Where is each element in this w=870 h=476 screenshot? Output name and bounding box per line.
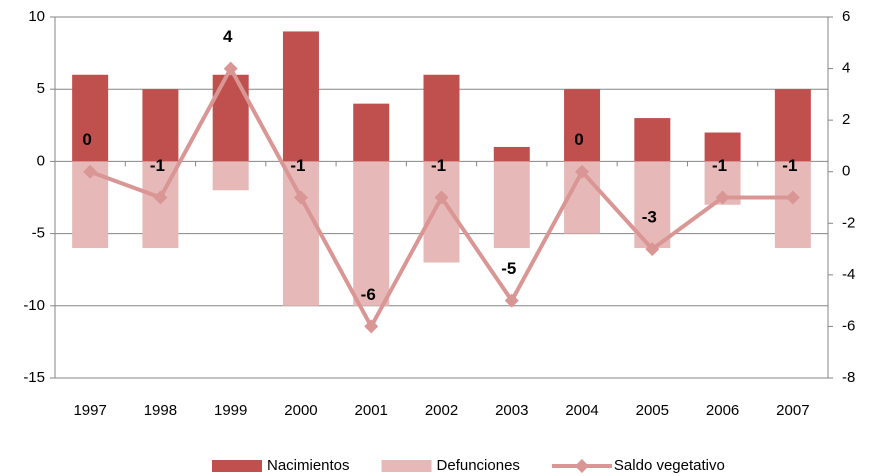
data-label: 0 <box>82 130 91 149</box>
bar <box>423 74 460 162</box>
y2-tick-label: -8 <box>842 369 855 386</box>
bar <box>72 74 109 162</box>
y2-tick-label: -2 <box>842 214 855 231</box>
marker <box>645 242 660 257</box>
y2-tick-label: -4 <box>842 266 855 283</box>
data-label: 0 <box>574 130 583 149</box>
marker <box>153 190 168 205</box>
legend-marker <box>574 459 589 473</box>
marker <box>293 190 308 205</box>
bar <box>353 161 390 306</box>
data-label: -1 <box>712 156 727 175</box>
bar <box>142 89 179 162</box>
data-label: -1 <box>431 156 446 175</box>
y-tick-label: 5 <box>37 80 45 97</box>
legend-swatch <box>381 460 432 472</box>
legend-label: Nacimientos <box>267 457 350 474</box>
marker <box>575 164 590 179</box>
bar <box>704 132 741 162</box>
y2-tick-label: 4 <box>842 60 850 77</box>
y-tick-label: -15 <box>23 369 45 386</box>
bar <box>212 161 249 191</box>
y-tick-label: -5 <box>32 225 45 242</box>
x-tick-label: 2002 <box>425 402 458 419</box>
bar <box>774 161 811 249</box>
marker <box>364 319 379 334</box>
bar <box>493 146 530 162</box>
legend-label: Defunciones <box>437 457 520 474</box>
marker <box>715 190 730 205</box>
y2-tick-label: 0 <box>842 163 850 180</box>
bar <box>493 161 530 249</box>
bar <box>353 103 390 162</box>
x-tick-label: 2001 <box>355 402 388 419</box>
x-tick-label: 2006 <box>706 402 739 419</box>
y2-tick-label: -6 <box>842 317 855 334</box>
marker <box>223 61 238 76</box>
marker <box>434 190 449 205</box>
x-tick-label: 2003 <box>495 402 528 419</box>
x-tick-label: 1997 <box>73 402 106 419</box>
data-label: -1 <box>782 156 797 175</box>
bar <box>634 118 671 162</box>
x-tick-label: 2007 <box>776 402 809 419</box>
y-tick-label: 0 <box>37 152 45 169</box>
data-label: -6 <box>361 285 376 304</box>
legend-label: Saldo vegetativo <box>614 457 725 474</box>
marker <box>504 293 519 308</box>
data-label: -3 <box>642 208 657 227</box>
x-tick-label: 1998 <box>144 402 177 419</box>
x-tick-label: 2004 <box>565 402 598 419</box>
data-label: -5 <box>501 259 516 278</box>
y2-tick-label: 6 <box>842 8 850 25</box>
y-tick-label: 10 <box>28 8 45 25</box>
y2-tick-label: 2 <box>842 111 850 128</box>
data-label: -1 <box>150 156 165 175</box>
data-label: 4 <box>223 27 233 46</box>
marker <box>785 190 800 205</box>
bar <box>282 31 319 162</box>
legend-swatch <box>212 460 262 472</box>
bar <box>282 161 319 306</box>
bar <box>564 89 601 162</box>
x-tick-label: 2000 <box>284 402 317 419</box>
x-tick-label: 2005 <box>636 402 669 419</box>
bar <box>774 89 811 162</box>
data-label: -1 <box>290 156 305 175</box>
bar <box>423 161 460 263</box>
marker <box>83 164 98 179</box>
y-tick-label: -10 <box>23 297 45 314</box>
x-tick-label: 1999 <box>214 402 247 419</box>
